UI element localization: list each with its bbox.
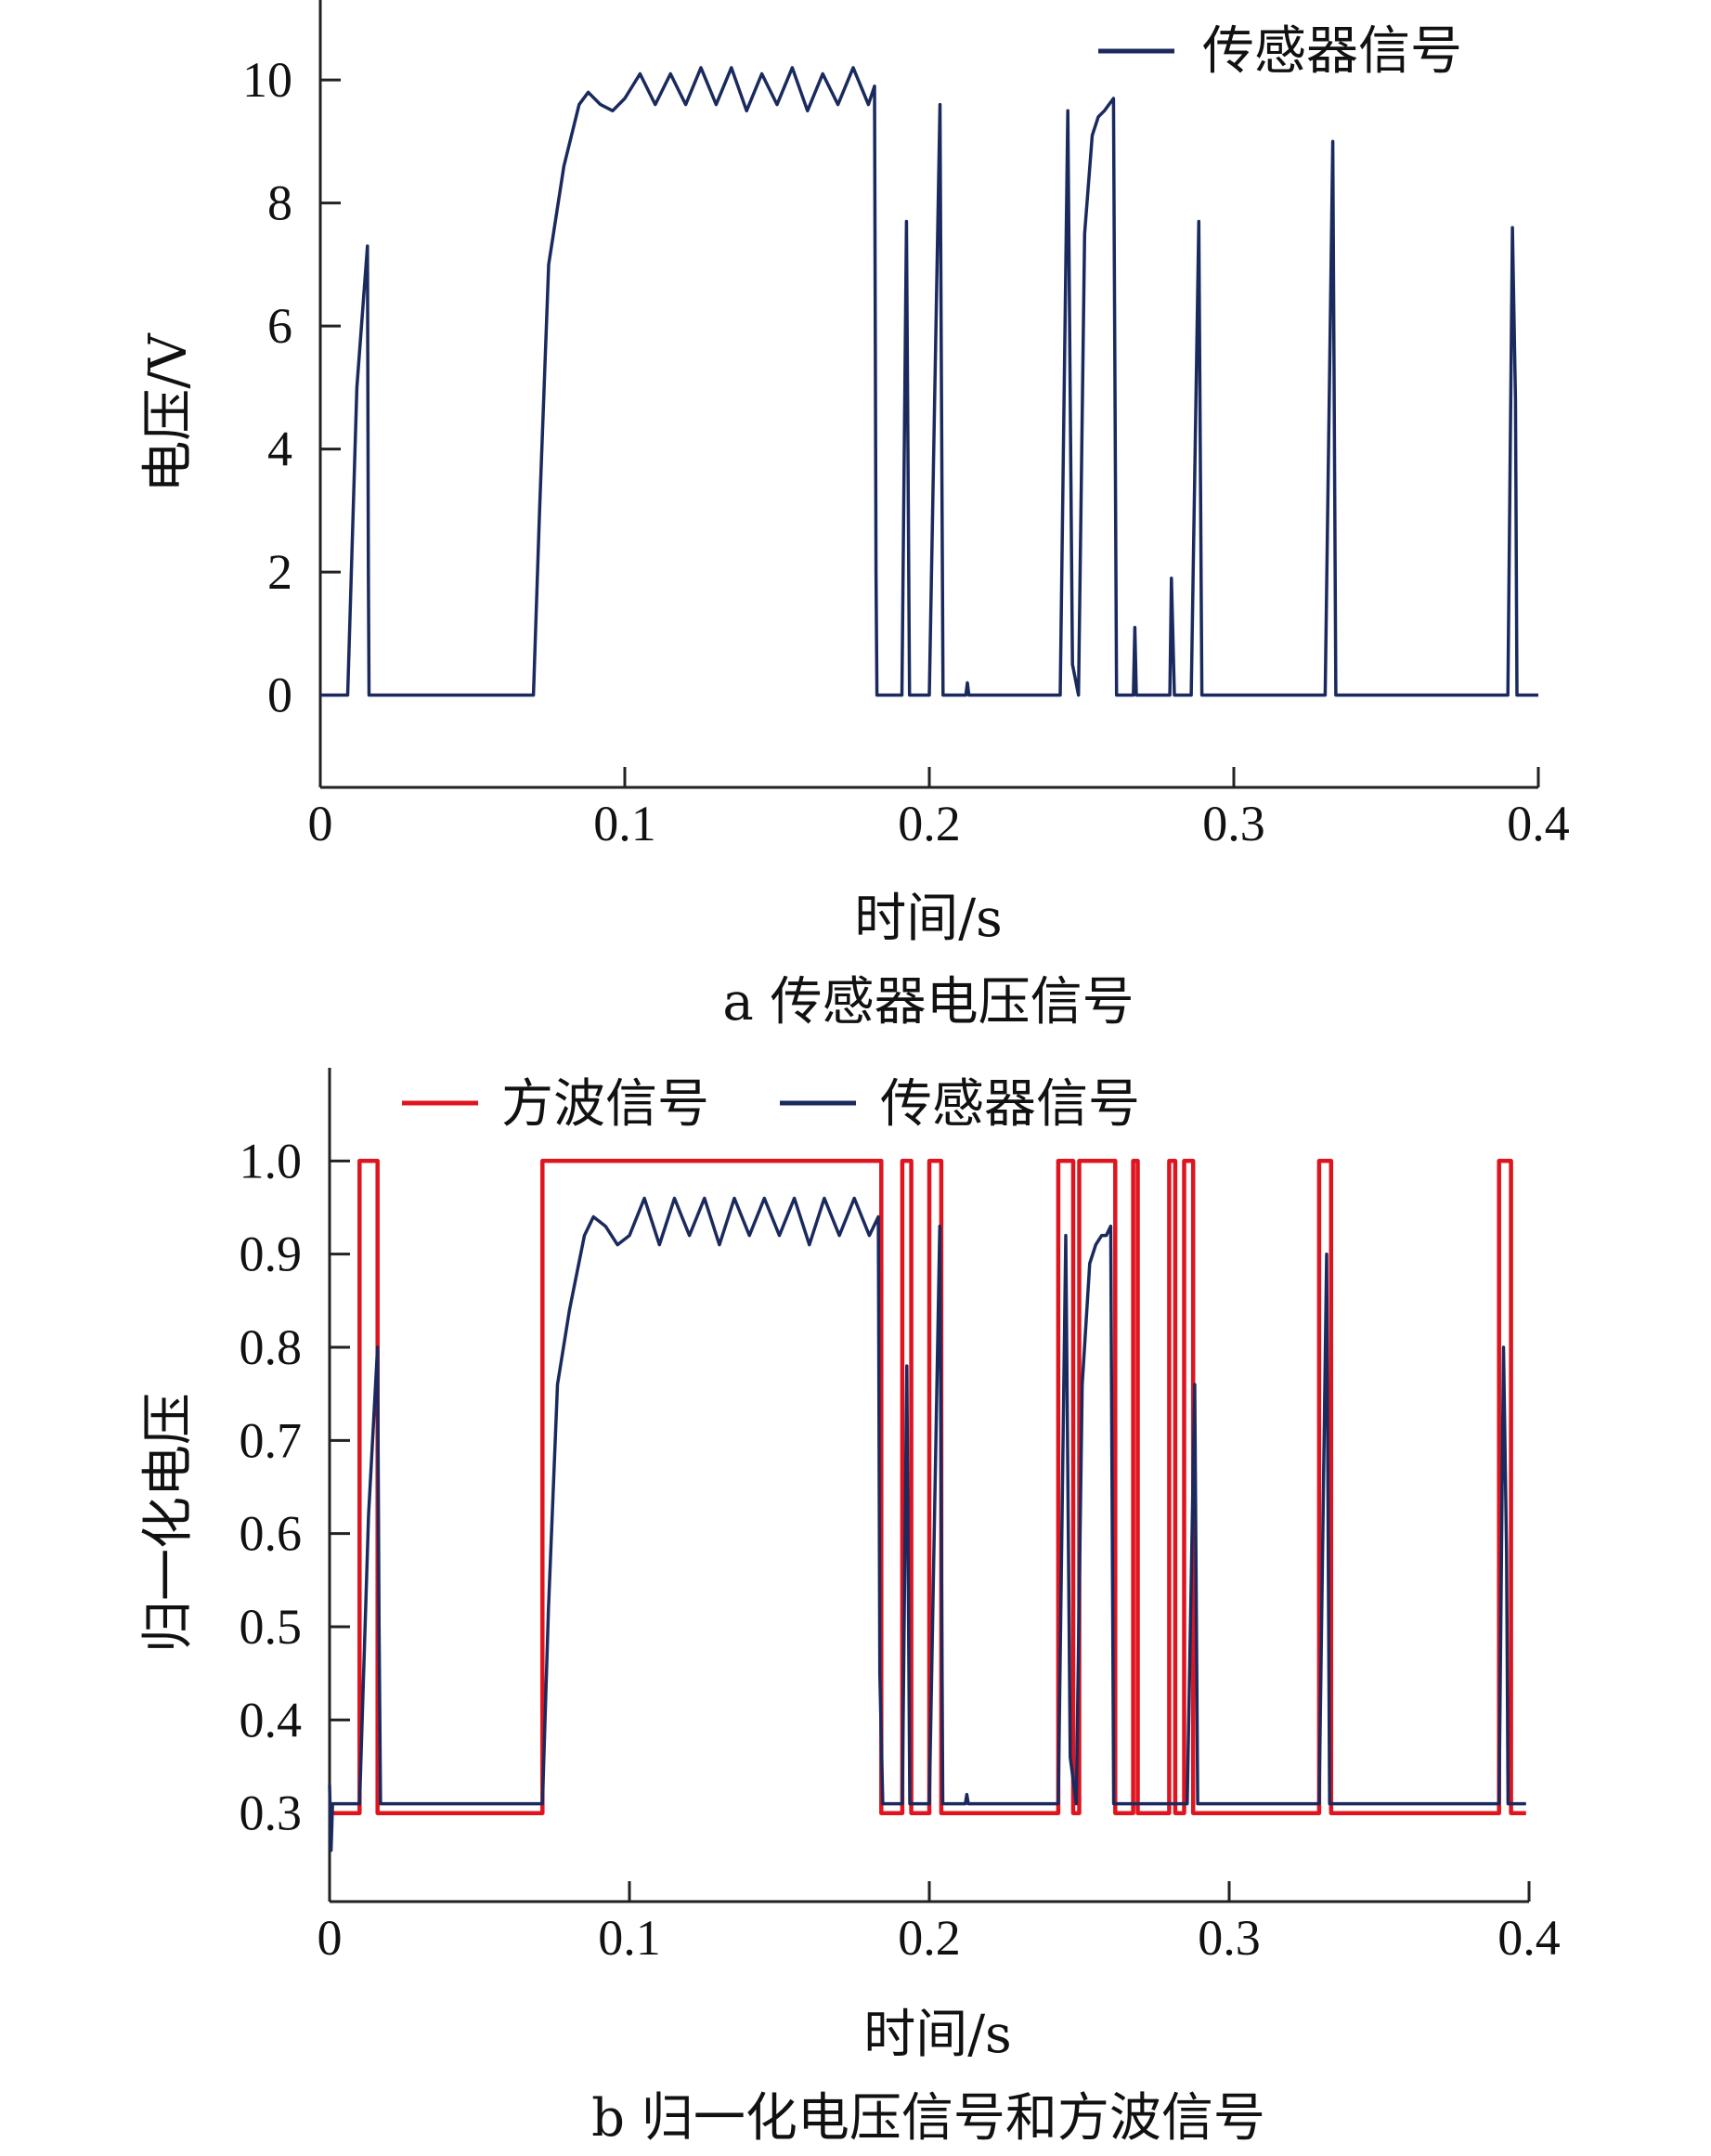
panel-a-x-tick-label: 0.2 bbox=[898, 796, 961, 851]
panel-a-y-tick-label: 0 bbox=[267, 668, 292, 723]
panel-b-y-tick-label: 0.3 bbox=[240, 1786, 303, 1841]
panel-b-x-tick-label: 0 bbox=[318, 1910, 343, 1966]
panel-b-y-tick-label: 0.6 bbox=[240, 1506, 303, 1562]
panel-b-y-tick-label: 0.9 bbox=[240, 1227, 303, 1282]
panel-a-x-tick-label: 0.3 bbox=[1202, 796, 1265, 851]
panel-b-legend-label-square: 方波信号 bbox=[501, 1074, 709, 1135]
panel-a-x-tick-label: 0 bbox=[308, 796, 333, 851]
panel-a-y-tick-label: 4 bbox=[267, 422, 292, 477]
panel-b-x-axis-label: 时间/s bbox=[863, 2005, 1012, 2065]
panel-b-y-axis-label: 归一化电压 bbox=[138, 1393, 199, 1653]
panel-b-y-tick-label: 0.4 bbox=[240, 1692, 303, 1747]
panel-a-caption: a 传感器电压信号 bbox=[722, 972, 1134, 1033]
panel-b-y-tick-label: 1.0 bbox=[240, 1133, 303, 1188]
panel-a-y-tick-label: 8 bbox=[267, 175, 292, 231]
panel-a: 0 0.1 0.2 0.3 0.4 0 2 4 6 8 10 bbox=[242, 0, 1570, 851]
panel-b: 0 0.1 0.2 0.3 0.4 0.3 0.4 0.5 0.6 0.7 0.8 0.9 1.0 bbox=[240, 1068, 1561, 1966]
panel-a-series-line-sensor bbox=[320, 66, 1538, 697]
panel-b-y-tick-label: 0.5 bbox=[240, 1599, 303, 1655]
panel-a-y-tick-label: 2 bbox=[267, 544, 292, 600]
panel-b-series-line-sensor bbox=[328, 1196, 1526, 1852]
panel-a-legend-label-sensor: 传感器信号 bbox=[1202, 21, 1462, 82]
panel-b-caption: b 归一化电压信号和方波信号 bbox=[591, 2088, 1265, 2149]
panel-a-x-tick-label: 0.4 bbox=[1507, 796, 1570, 851]
panel-b-series-line-square bbox=[330, 1159, 1526, 1815]
panel-a-y-tick-label: 6 bbox=[267, 298, 292, 354]
panel-b-x-tick-label: 0.3 bbox=[1198, 1910, 1261, 1966]
panel-b-legend-label-sensor: 传感器信号 bbox=[880, 1074, 1140, 1135]
panel-b-x-tick-label: 0.1 bbox=[598, 1910, 661, 1966]
panel-b-x-tick-label: 0.4 bbox=[1497, 1910, 1561, 1966]
panel-a-y-axis-label: 电压/V bbox=[138, 332, 199, 493]
panel-b-x-tick-label: 0.2 bbox=[898, 1910, 961, 1966]
panel-b-y-tick-label: 0.7 bbox=[240, 1412, 303, 1468]
panel-a-x-axis-label: 时间/s bbox=[854, 889, 1003, 949]
panel-b-y-tick-label: 0.8 bbox=[240, 1319, 303, 1375]
panel-a-x-tick-label: 0.1 bbox=[593, 796, 656, 851]
panel-a-y-tick-label: 10 bbox=[242, 52, 292, 108]
